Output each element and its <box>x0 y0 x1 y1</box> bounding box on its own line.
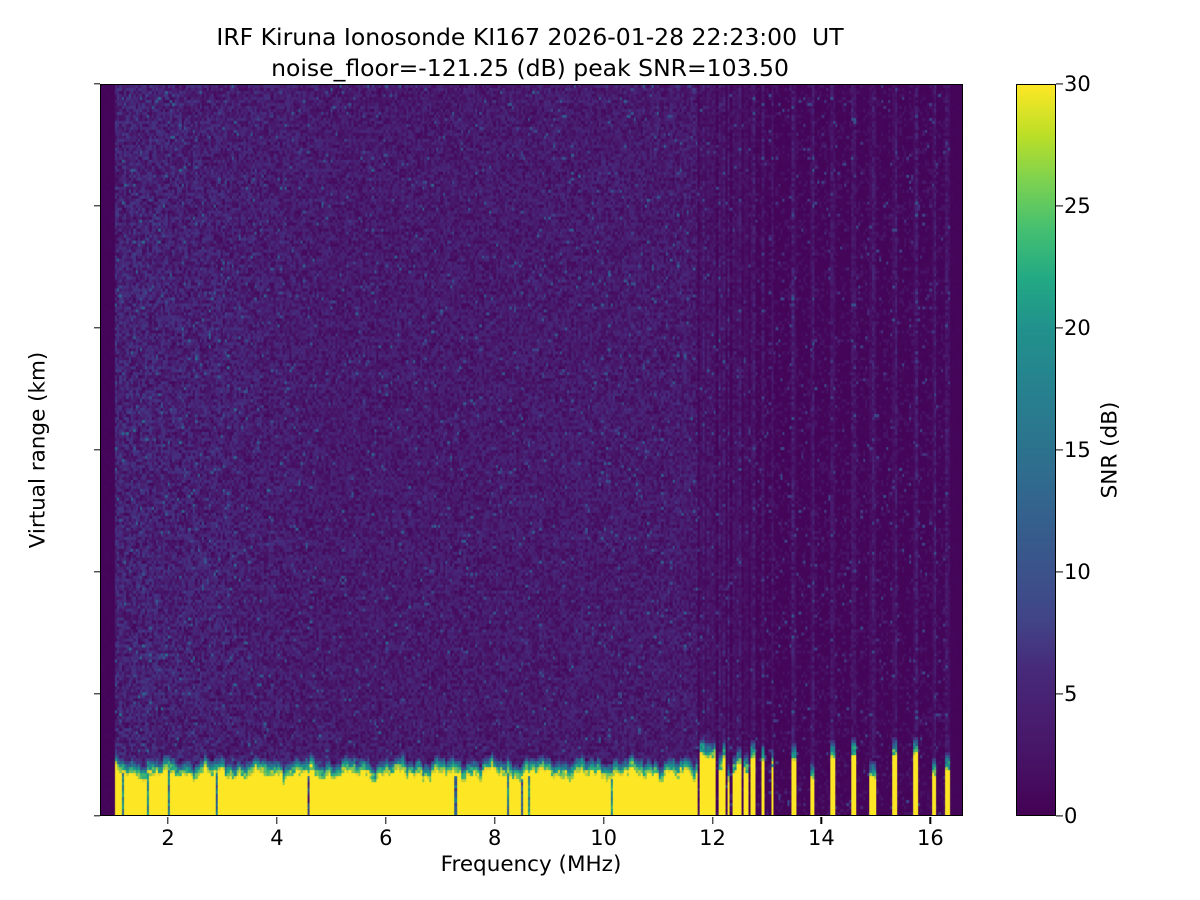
x-tick-mark-12 <box>711 817 714 824</box>
colorbar-tick-label-0: 0 <box>1064 804 1078 828</box>
x-tick-mark-6 <box>385 817 387 824</box>
plot-area[interactable] <box>100 84 963 816</box>
x-axis-label: Frequency (MHz) <box>440 852 622 877</box>
x-tick-label-8: 8 <box>488 826 502 850</box>
x-tick-mark-8 <box>494 817 496 824</box>
colorbar-tick-mark-30 <box>1056 83 1063 85</box>
colorbar[interactable] <box>1016 84 1056 816</box>
y-tick-mark-400 <box>93 327 100 329</box>
y-tick-mark-0 <box>93 815 100 817</box>
x-tick-mark-4 <box>276 817 278 824</box>
colorbar-tick-mark-0 <box>1056 815 1063 817</box>
colorbar-label: SNR (dB) <box>1097 401 1123 499</box>
x-tick-label-4: 4 <box>270 826 284 850</box>
colorbar-tick-label-30: 30 <box>1064 72 1091 96</box>
x-tick-label-2: 2 <box>161 826 175 850</box>
colorbar-tick-label-15: 15 <box>1064 438 1091 462</box>
colorbar-tick-label-10: 10 <box>1064 560 1091 584</box>
x-tick-label-16: 16 <box>916 826 944 850</box>
x-tick-label-12: 12 <box>699 826 726 850</box>
x-tick-label-10: 10 <box>590 826 618 850</box>
title-line-1: IRF Kiruna Ionosonde KI167 2026-01-28 22… <box>216 23 844 51</box>
x-tick-label-6: 6 <box>379 826 393 850</box>
colorbar-tick-mark-20 <box>1056 327 1063 329</box>
y-axis-label: Virtual range (km) <box>25 351 51 549</box>
x-tick-mark-2 <box>167 817 169 824</box>
x-tick-mark-14 <box>820 817 823 824</box>
y-tick-mark-600 <box>93 83 100 85</box>
colorbar-tick-mark-15 <box>1056 449 1063 451</box>
ionogram-heatmap <box>101 85 962 815</box>
chart-title: IRF Kiruna Ionosonde KI167 2026-01-28 22… <box>0 22 1060 83</box>
title-line-2: noise_floor=-121.25 (dB) peak SNR=103.50 <box>271 53 789 82</box>
colorbar-tick-mark-10 <box>1056 571 1063 573</box>
x-tick-mark-16 <box>929 817 932 824</box>
x-tick-mark-10 <box>602 817 605 824</box>
colorbar-tick-mark-5 <box>1056 693 1063 695</box>
y-tick-mark-500 <box>93 205 100 207</box>
y-tick-mark-100 <box>93 693 100 695</box>
colorbar-tick-label-25: 25 <box>1064 194 1091 218</box>
colorbar-tick-label-5: 5 <box>1064 682 1078 706</box>
x-tick-label-14: 14 <box>808 826 835 850</box>
colorbar-tick-label-20: 20 <box>1064 316 1091 340</box>
y-tick-mark-300 <box>93 449 100 451</box>
colorbar-tick-mark-25 <box>1056 205 1063 207</box>
y-tick-mark-200 <box>93 571 100 573</box>
